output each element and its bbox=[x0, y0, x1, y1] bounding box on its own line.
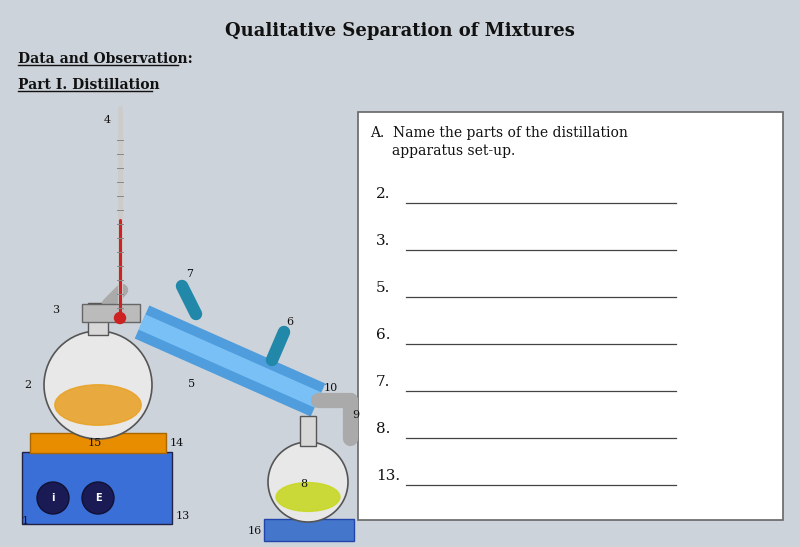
Circle shape bbox=[268, 442, 348, 522]
FancyBboxPatch shape bbox=[22, 452, 172, 524]
Text: 4: 4 bbox=[104, 115, 111, 125]
Ellipse shape bbox=[54, 385, 141, 425]
Text: 8: 8 bbox=[301, 479, 307, 489]
Text: 5.: 5. bbox=[376, 281, 390, 295]
Text: 6: 6 bbox=[286, 317, 293, 327]
Text: Data and Observation:: Data and Observation: bbox=[18, 52, 193, 66]
Text: 6.: 6. bbox=[376, 328, 390, 342]
Text: 1: 1 bbox=[22, 516, 29, 526]
Text: 7.: 7. bbox=[376, 375, 390, 389]
Text: 14: 14 bbox=[170, 438, 184, 448]
Bar bbox=[88, 303, 108, 335]
Text: 9: 9 bbox=[352, 410, 359, 420]
FancyBboxPatch shape bbox=[264, 519, 354, 541]
FancyBboxPatch shape bbox=[358, 112, 783, 520]
Text: 13: 13 bbox=[176, 511, 190, 521]
Text: apparatus set-up.: apparatus set-up. bbox=[370, 144, 515, 158]
Circle shape bbox=[37, 482, 69, 514]
Text: 5: 5 bbox=[188, 379, 195, 389]
Circle shape bbox=[114, 312, 126, 323]
Text: 3: 3 bbox=[52, 305, 59, 315]
Text: 10: 10 bbox=[324, 383, 338, 393]
Text: 16: 16 bbox=[248, 526, 262, 536]
Text: i: i bbox=[51, 493, 54, 503]
Text: 13.: 13. bbox=[376, 469, 400, 483]
Text: E: E bbox=[94, 493, 102, 503]
Text: 3.: 3. bbox=[376, 234, 390, 248]
Text: 2: 2 bbox=[24, 380, 31, 390]
Text: 2.: 2. bbox=[376, 187, 390, 201]
Text: 7: 7 bbox=[186, 269, 193, 279]
Text: Part I. Distillation: Part I. Distillation bbox=[18, 78, 160, 92]
Circle shape bbox=[44, 331, 152, 439]
Text: 8.: 8. bbox=[376, 422, 390, 436]
Ellipse shape bbox=[276, 482, 340, 511]
Text: 15: 15 bbox=[88, 438, 102, 448]
Text: A.  Name the parts of the distillation: A. Name the parts of the distillation bbox=[370, 126, 628, 140]
FancyBboxPatch shape bbox=[30, 433, 166, 453]
Text: Qualitative Separation of Mixtures: Qualitative Separation of Mixtures bbox=[225, 22, 575, 40]
Bar bbox=[300, 416, 316, 446]
Bar bbox=[82, 304, 140, 322]
Circle shape bbox=[82, 482, 114, 514]
